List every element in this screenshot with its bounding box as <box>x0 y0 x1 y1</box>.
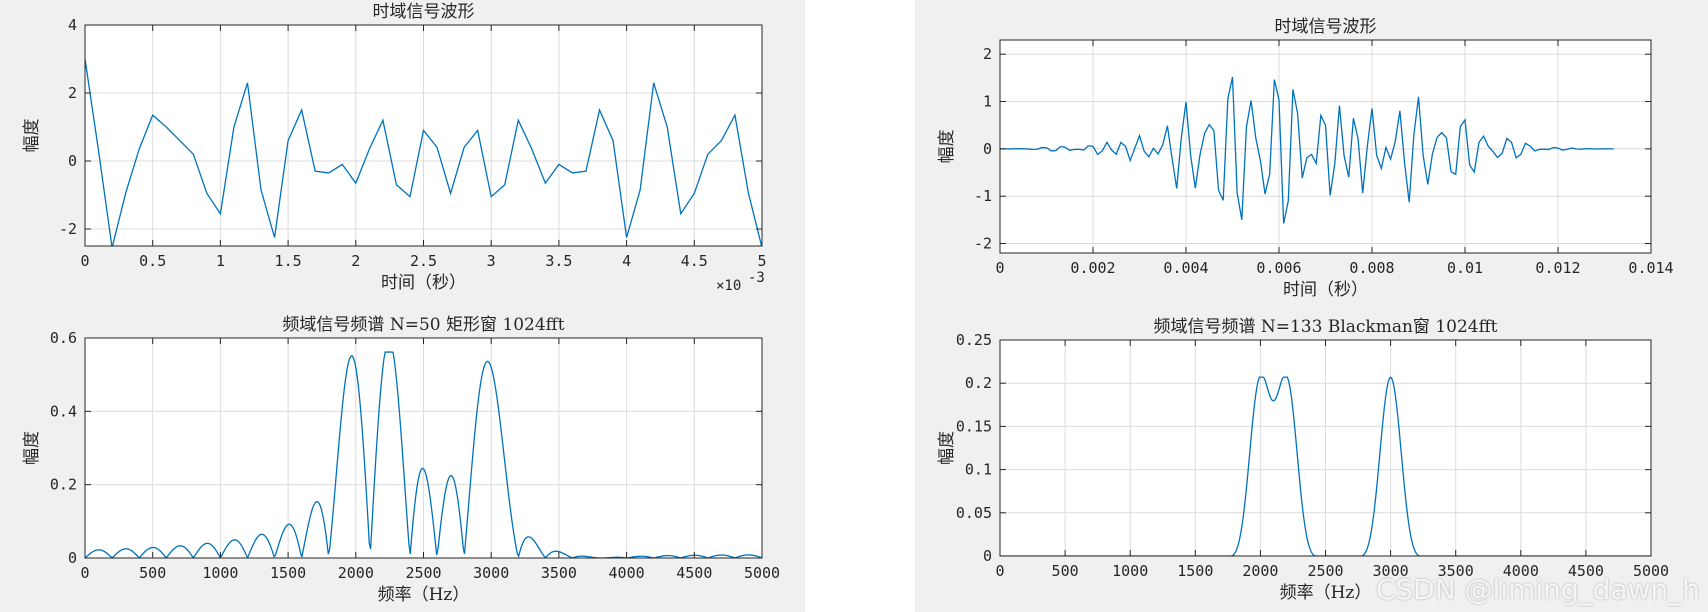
x-tick-label: 500 <box>139 564 166 582</box>
x-tick-label: 0 <box>80 564 89 582</box>
x-tick-label: 0.5 <box>139 252 166 270</box>
x-tick-label: 2500 <box>1307 562 1343 580</box>
x-tick-label: 4000 <box>1503 562 1539 580</box>
x-tick-label: 3500 <box>541 564 577 582</box>
watermark-text: CSDN @liming_dawn_h <box>1375 573 1700 606</box>
x-tick-label: 3500 <box>1438 562 1474 580</box>
x-axis-label: 频率（Hz） <box>1280 583 1372 603</box>
x-tick-label: 1.5 <box>275 252 302 270</box>
x-tick-label: 0.008 <box>1349 259 1394 277</box>
x-tick-label: 0.014 <box>1628 259 1673 277</box>
chart-title: 频域信号频谱 N=133 Blackman窗 1024fft <box>1153 317 1497 337</box>
x-tick-label: 0 <box>80 252 89 270</box>
y-axis-label: 幅度 <box>22 431 42 465</box>
chart-left-time: 0 0.5 1 1.5 2 2.5 3 3.5 4 4.5 5-2024时域信号波形时间（秒）幅度×… <box>22 2 767 294</box>
x-tick-label: 5 <box>757 252 766 270</box>
y-tick-label: 0 <box>983 140 992 158</box>
x-tick-label: 2.5 <box>410 252 437 270</box>
x-axis-label: 时间（秒） <box>381 273 466 293</box>
x-tick-label: 5000 <box>744 564 780 582</box>
plot-area <box>1000 40 1651 253</box>
x-tick-label: 2 <box>351 252 360 270</box>
y-tick-label: 0.05 <box>956 504 992 522</box>
y-tick-label: 4 <box>68 16 77 34</box>
chart-title: 时域信号波形 <box>1275 17 1377 37</box>
x-tick-label: 0.01 <box>1447 259 1483 277</box>
x-tick-label: 3.5 <box>545 252 572 270</box>
x-tick-label: 0.004 <box>1163 259 1208 277</box>
x-tick-label: 3000 <box>473 564 509 582</box>
x-tick-label: 2500 <box>405 564 441 582</box>
y-tick-label: -1 <box>974 187 992 205</box>
x-tick-label: 1500 <box>1177 562 1213 580</box>
x-tick-label: 4500 <box>1568 562 1604 580</box>
y-tick-label: 0 <box>983 547 992 565</box>
x-axis-label: 频率（Hz） <box>378 585 470 605</box>
y-tick-label: 0.2 <box>965 374 992 392</box>
y-tick-label: 0.15 <box>956 417 992 435</box>
x-tick-label: 500 <box>1052 562 1079 580</box>
x-tick-label: 2000 <box>338 564 374 582</box>
x-exponent-label: ×10 <box>716 278 741 294</box>
x-exponent-power: -3 <box>748 270 765 286</box>
y-tick-label: 0.2 <box>50 476 77 494</box>
x-tick-label: 0 <box>995 259 1004 277</box>
y-tick-label: 2 <box>68 84 77 102</box>
x-tick-label: 1 <box>216 252 225 270</box>
x-tick-label: 2000 <box>1242 562 1278 580</box>
chart-right-time: 0 0.002 0.004 0.006 0.008 0.01 0.012 0.014 -2 -1 0… <box>937 17 1674 300</box>
x-tick-label: 0 <box>995 562 1004 580</box>
series-line <box>85 351 762 558</box>
x-axis-label: 时间（秒） <box>1283 280 1368 300</box>
y-axis-label: 幅度 <box>937 431 957 465</box>
x-tick-label: 5000 <box>1633 562 1669 580</box>
y-tick-label: 0.6 <box>50 329 77 347</box>
x-tick-label: 4 <box>622 252 631 270</box>
y-tick-label: 0 <box>68 152 77 170</box>
x-tick-label: 1000 <box>1112 562 1148 580</box>
chart-title: 频域信号频谱 N=50 矩形窗 1024fft <box>282 315 564 335</box>
chart-left-freq: 0 500 1000 1500 2000 2500 3000 3500 4000 4500 5000… <box>22 315 780 605</box>
y-tick-label: 0.1 <box>965 461 992 479</box>
x-tick-label: 3 <box>487 252 496 270</box>
y-axis-label: 幅度 <box>937 130 957 164</box>
chart-right-freq: 0 500 1000 1500 2000 2500 3000 3500 4000 4500 5000… <box>937 317 1669 603</box>
series-line <box>85 58 762 246</box>
y-tick-label: -2 <box>974 235 992 253</box>
axes-frame <box>999 39 1652 254</box>
x-tick-label: 0.012 <box>1535 259 1580 277</box>
x-tick-label: 0.006 <box>1256 259 1301 277</box>
x-tick-label: 4000 <box>609 564 645 582</box>
chart-title: 时域信号波形 <box>373 2 475 22</box>
y-tick-label: 0.4 <box>50 402 77 420</box>
x-tick-label: 3000 <box>1373 562 1409 580</box>
x-tick-label: 1500 <box>270 564 306 582</box>
x-tick-label: 1000 <box>202 564 238 582</box>
y-axis-label: 幅度 <box>22 119 42 153</box>
y-tick-label: 0 <box>68 549 77 567</box>
x-tick-label: 4500 <box>676 564 712 582</box>
y-tick-label: 1 <box>983 93 992 111</box>
x-tick-label: 4.5 <box>681 252 708 270</box>
y-tick-label: -2 <box>59 220 77 238</box>
x-tick-label: 0.002 <box>1070 259 1115 277</box>
y-tick-label: 2 <box>983 45 992 63</box>
series-line <box>1000 76 1614 224</box>
y-tick-label: 0.25 <box>956 331 992 349</box>
